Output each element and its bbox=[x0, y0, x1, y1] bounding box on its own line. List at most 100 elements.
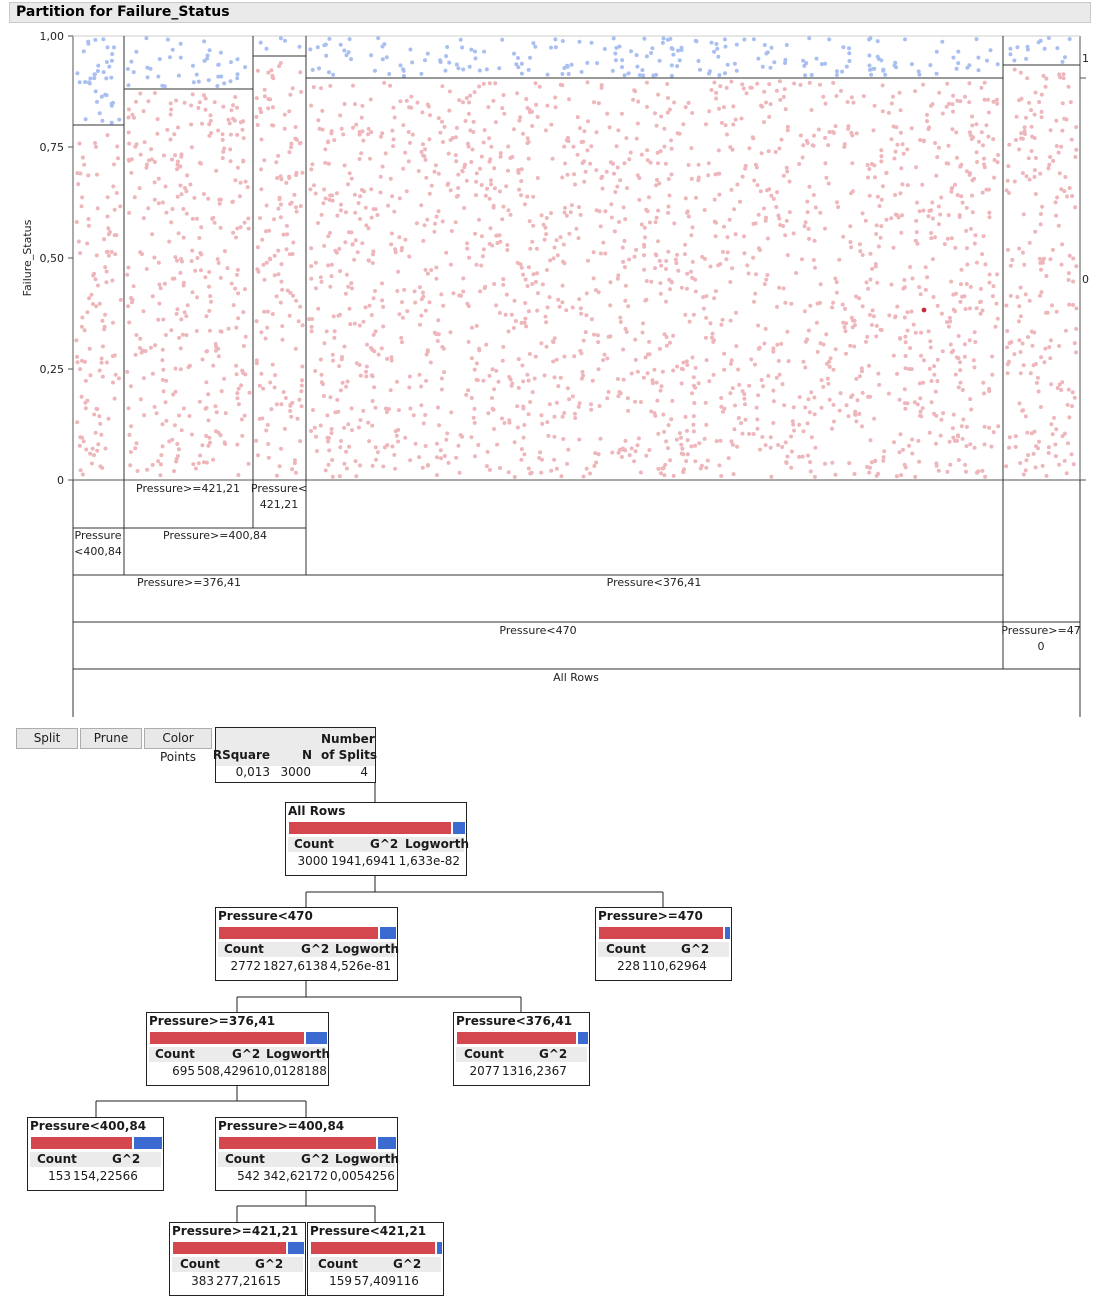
data-point-class-0 bbox=[762, 282, 767, 287]
color-points-button[interactable]: Color Points bbox=[144, 728, 212, 764]
data-point-class-0 bbox=[480, 254, 485, 259]
data-point-class-0 bbox=[593, 451, 598, 456]
data-point-class-0 bbox=[690, 355, 695, 360]
scatter-points bbox=[74, 36, 1079, 479]
data-point-class-0 bbox=[239, 383, 244, 388]
data-point-class-1 bbox=[841, 45, 846, 50]
data-point-class-0 bbox=[337, 246, 342, 251]
tree-node-pressure-lt-470[interactable]: Pressure<470 Count G^2 Logworth 2772 182… bbox=[215, 907, 399, 981]
data-point-class-0 bbox=[982, 97, 987, 102]
data-point-class-0 bbox=[355, 250, 360, 255]
data-point-class-0 bbox=[500, 217, 505, 222]
data-point-class-0 bbox=[1027, 240, 1032, 245]
data-point-class-0 bbox=[720, 249, 725, 254]
data-point-class-0 bbox=[675, 364, 680, 369]
data-point-class-0 bbox=[850, 161, 855, 166]
data-point-class-0 bbox=[572, 411, 577, 416]
data-point-class-0 bbox=[849, 245, 854, 250]
data-point-class-0 bbox=[466, 388, 471, 393]
data-point-class-1 bbox=[373, 68, 377, 73]
data-point-class-1 bbox=[327, 36, 332, 41]
data-point-class-0 bbox=[137, 346, 142, 350]
data-point-class-0 bbox=[442, 454, 447, 458]
data-point-class-1 bbox=[1042, 46, 1047, 51]
data-point-class-0 bbox=[350, 242, 355, 247]
data-point-class-0 bbox=[889, 216, 894, 221]
partition-plot: 1,00 0,75 0,50 0,25 0 Failure_Status 1 0… bbox=[21, 30, 1089, 717]
data-point-class-0 bbox=[900, 142, 905, 147]
tree-node-pressure-ge-400-84[interactable]: Pressure>=400,84 Count G^2 Logworth 542 … bbox=[215, 1117, 399, 1191]
data-point-class-0 bbox=[586, 119, 590, 124]
data-point-class-0 bbox=[857, 296, 862, 301]
data-point-class-0 bbox=[704, 422, 709, 427]
data-point-class-0 bbox=[88, 373, 93, 378]
data-point-class-1 bbox=[657, 58, 662, 63]
node-bar-class-0 bbox=[219, 927, 378, 939]
data-point-class-0 bbox=[782, 87, 787, 92]
data-point-class-1 bbox=[1055, 46, 1060, 51]
data-point-class-0 bbox=[132, 195, 137, 200]
data-point-class-0 bbox=[349, 230, 354, 235]
data-point-class-0 bbox=[664, 439, 669, 444]
report-title-bar[interactable]: Partition for Failure_Status bbox=[9, 2, 1091, 23]
data-point-class-1 bbox=[101, 70, 106, 75]
data-point-class-0 bbox=[565, 172, 570, 177]
split-button[interactable]: Split bbox=[16, 728, 78, 749]
data-point-class-0 bbox=[175, 194, 180, 199]
data-point-class-0 bbox=[326, 462, 331, 467]
data-point-class-0 bbox=[830, 460, 835, 465]
data-point-class-0 bbox=[328, 83, 333, 88]
data-point-class-0 bbox=[825, 376, 830, 381]
data-point-class-0 bbox=[230, 200, 235, 205]
prune-button[interactable]: Prune bbox=[80, 728, 142, 749]
data-point-class-0 bbox=[868, 312, 872, 317]
data-point-class-0 bbox=[877, 382, 882, 387]
data-point-class-0 bbox=[342, 425, 347, 430]
data-point-class-0 bbox=[619, 455, 624, 459]
data-point-class-0 bbox=[479, 234, 484, 239]
data-point-class-0 bbox=[712, 296, 717, 301]
tree-node-all-rows[interactable]: All Rows Count G^2 Logworth 3000 1941,69… bbox=[285, 802, 469, 876]
data-point-class-0 bbox=[584, 466, 589, 471]
data-point-class-0 bbox=[279, 262, 284, 267]
data-point-class-0 bbox=[85, 310, 90, 315]
data-point-class-0 bbox=[543, 225, 548, 230]
data-point-class-0 bbox=[269, 68, 274, 73]
data-point-class-0 bbox=[370, 261, 375, 265]
data-point-class-0 bbox=[1013, 434, 1018, 439]
data-point-class-0 bbox=[544, 216, 549, 220]
tree-node-pressure-lt-376-41[interactable]: Pressure<376,41 Count G^2 2077 1316,2367 bbox=[453, 1012, 590, 1086]
tree-node-pressure-ge-421-21[interactable]: Pressure>=421,21 Count G^2 383 277,21615 bbox=[169, 1222, 306, 1296]
data-point-class-0 bbox=[1037, 439, 1041, 444]
data-point-class-0 bbox=[831, 80, 836, 85]
data-point-class-0 bbox=[310, 162, 315, 167]
data-point-class-0 bbox=[168, 101, 173, 106]
tree-node-pressure-lt-421-21[interactable]: Pressure<421,21 Count G^2 159 57,409116 bbox=[307, 1222, 444, 1296]
node-bar-class-0 bbox=[31, 1137, 132, 1149]
data-point-class-0 bbox=[329, 262, 334, 267]
data-point-class-0 bbox=[1052, 415, 1056, 420]
data-point-class-0 bbox=[266, 70, 271, 75]
tree-node-pressure-lt-400-84[interactable]: Pressure<400,84 Count G^2 153 154,22566 bbox=[27, 1117, 164, 1191]
data-point-class-0 bbox=[246, 216, 251, 221]
data-point-class-0 bbox=[234, 372, 239, 377]
tree-node-pressure-ge-470[interactable]: Pressure>=470 Count G^2 228 110,62964 bbox=[595, 907, 732, 981]
data-point-class-0 bbox=[118, 204, 123, 209]
data-point-class-0 bbox=[425, 463, 430, 467]
data-point-class-0 bbox=[262, 87, 267, 92]
data-point-class-0 bbox=[500, 106, 505, 111]
data-point-class-1 bbox=[677, 58, 682, 63]
data-point-class-0 bbox=[561, 242, 566, 247]
data-point-class-0 bbox=[362, 189, 367, 194]
data-point-class-0 bbox=[168, 137, 173, 142]
data-point-class-0 bbox=[420, 465, 425, 470]
data-point-class-0 bbox=[790, 419, 795, 424]
tree-node-pressure-ge-376-41[interactable]: Pressure>=376,41 Count G^2 Logworth 695 … bbox=[146, 1012, 330, 1086]
data-point-class-0 bbox=[326, 139, 331, 144]
data-point-class-0 bbox=[91, 302, 95, 306]
data-point-class-0 bbox=[868, 251, 873, 256]
data-point-class-0 bbox=[160, 200, 165, 205]
data-point-class-0 bbox=[473, 231, 478, 236]
data-point-class-0 bbox=[456, 172, 461, 177]
data-point-class-0 bbox=[359, 151, 364, 156]
